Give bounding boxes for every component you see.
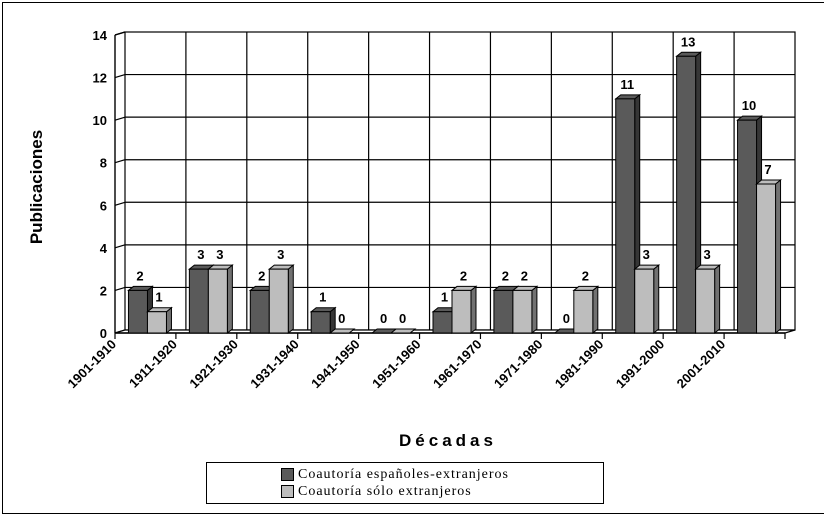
data-label-series-1: 1 xyxy=(319,290,326,305)
bar-series-2 xyxy=(694,264,722,335)
x-tick-label: 1921-1930 xyxy=(186,337,241,392)
data-label-series-1: 10 xyxy=(742,98,756,113)
side-wall-line xyxy=(114,73,126,79)
x-tick-label: 1971-1980 xyxy=(491,337,546,392)
data-label-series-2: 0 xyxy=(338,311,345,326)
x-tick-label: 1941-1950 xyxy=(308,337,363,392)
data-label-series-1: 0 xyxy=(563,311,570,326)
bar-series-2 xyxy=(755,178,782,335)
side-wall-top xyxy=(114,31,126,36)
legend-label-series-2: Coautoría sólo extranjeros xyxy=(298,483,472,499)
data-label-series-2: 3 xyxy=(643,247,650,262)
x-tick-labels: 1901-1910 1911-1920 1921-1930 1931-1940 1941… xyxy=(65,337,729,392)
data-label-series-1: 1 xyxy=(441,290,448,305)
data-label-series-1: 2 xyxy=(502,268,509,283)
bar-series-2 xyxy=(511,285,539,335)
bar-series-2 xyxy=(633,264,661,335)
side-wall-line xyxy=(114,244,126,249)
legend-item-series-1: Coautoría españoles-extranjeros xyxy=(281,466,603,483)
bar-series-2 xyxy=(389,328,417,334)
legend: Coautoría españoles-extranjeros Coautorí… xyxy=(206,462,604,504)
x-tick-label: 1931-1940 xyxy=(247,337,302,392)
data-label-series-2: 2 xyxy=(582,268,589,283)
data-label-series-2: 0 xyxy=(399,311,406,326)
x-tick-label: 1991-2000 xyxy=(613,337,668,392)
legend-label-series-1: Coautoría españoles-extranjeros xyxy=(298,466,509,482)
x-tick-label: 2001-2010 xyxy=(674,337,729,392)
x-tick-label: 1981-1990 xyxy=(552,337,607,392)
x-tick-label: 1911-1920 xyxy=(126,337,180,391)
data-label-series-2: 7 xyxy=(764,162,771,177)
bars xyxy=(127,51,782,335)
data-label-series-1: 0 xyxy=(380,311,387,326)
y-tick-labels: 0 2 4 6 8 10 12 14 xyxy=(93,28,108,341)
x-axis-title: Décadas xyxy=(399,431,497,450)
bar-series-1 xyxy=(614,93,642,335)
bar-series-2 xyxy=(572,285,600,335)
data-label-series-1: 2 xyxy=(258,268,265,283)
bar-series-2 xyxy=(267,264,295,335)
x-tick-label: 1951-1960 xyxy=(369,337,424,392)
side-wall-line xyxy=(114,159,126,164)
y-tick-label: 0 xyxy=(100,326,107,341)
data-label-series-1: 3 xyxy=(197,247,204,262)
bar-series-1 xyxy=(675,51,703,335)
bar-series-2 xyxy=(328,328,356,334)
data-label-series-1: 13 xyxy=(681,34,695,49)
y-tick-label: 2 xyxy=(100,283,107,298)
y-tick-label: 12 xyxy=(93,71,107,86)
y-tick-label: 14 xyxy=(93,28,108,43)
legend-swatch-series-2 xyxy=(281,485,294,498)
data-label-series-1: 11 xyxy=(620,77,634,92)
data-label-series-2: 1 xyxy=(155,290,162,305)
data-label-series-1: 2 xyxy=(136,268,143,283)
data-label-series-2: 3 xyxy=(216,247,223,262)
bar-series-2 xyxy=(146,306,173,335)
y-tick-label: 4 xyxy=(100,241,108,256)
bar-series-2 xyxy=(450,285,478,335)
bar-series-2 xyxy=(206,264,234,335)
x-tick-label: 1901-1910 xyxy=(65,337,120,392)
y-tick-label: 8 xyxy=(100,156,107,171)
data-label-series-2: 2 xyxy=(460,268,467,283)
side-wall-line xyxy=(114,116,126,121)
legend-item-series-2: Coautoría sólo extranjeros xyxy=(281,483,603,500)
bar-series-1 xyxy=(309,306,337,335)
data-label-series-2: 2 xyxy=(521,268,528,283)
legend-swatch-series-1 xyxy=(281,468,294,481)
y-tick-label: 6 xyxy=(100,198,107,213)
data-label-series-2: 3 xyxy=(704,247,711,262)
x-tick-label: 1961-1970 xyxy=(430,337,485,392)
y-tick-label: 10 xyxy=(93,113,107,128)
side-wall-line xyxy=(114,286,126,292)
side-wall-line xyxy=(114,201,126,206)
data-label-series-2: 3 xyxy=(277,247,284,262)
y-axis-title: Publicaciones xyxy=(27,130,46,244)
